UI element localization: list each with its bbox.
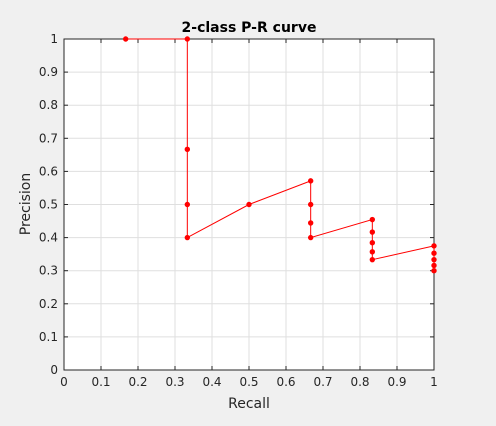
chart-title: 2-class P-R curve <box>182 20 317 36</box>
data-point <box>431 256 437 263</box>
x-tick-label: 0.6 <box>276 375 295 389</box>
data-point <box>369 216 376 223</box>
data-point <box>122 36 129 42</box>
data-point <box>431 250 437 256</box>
x-tick-label: 0.3 <box>165 375 184 389</box>
y-tick-label: 0.4 <box>39 231 58 245</box>
x-tick-label: 0.1 <box>91 375 110 389</box>
x-tick-label: 1 <box>430 375 438 389</box>
data-point <box>369 239 376 246</box>
axes <box>63 38 435 371</box>
axes-box <box>63 38 435 371</box>
y-tick-label: 0.9 <box>39 65 58 79</box>
x-tick-label: 0.5 <box>239 375 258 389</box>
data-point <box>184 234 191 241</box>
data-point <box>184 201 191 208</box>
y-tick-label: 0.3 <box>39 264 58 278</box>
data-point <box>431 268 437 274</box>
data-point <box>369 249 376 255</box>
y-tick-label: 0.8 <box>39 98 58 112</box>
y-axis-label: Precision <box>18 173 34 235</box>
y-tick-label: 0.6 <box>39 164 58 178</box>
data-point <box>307 234 314 241</box>
x-tick-label: 0.9 <box>387 375 406 389</box>
data-point <box>431 262 437 269</box>
data-point <box>246 201 252 208</box>
data-point <box>369 256 376 263</box>
y-tick-label: 0.1 <box>39 330 58 344</box>
data-point <box>184 36 191 42</box>
y-tick-label: 0.5 <box>39 198 58 212</box>
x-axis-label: Recall <box>228 396 270 412</box>
y-tick-label: 0 <box>50 363 58 377</box>
series-layer <box>122 36 437 274</box>
data-point <box>307 220 314 226</box>
y-tick-label: 0.2 <box>39 297 58 311</box>
data-point <box>307 178 314 184</box>
x-tick-labels: 0 0.1 0.2 0.3 0.4 0.5 0.6 0.7 0.8 0.9 1 <box>60 375 438 389</box>
y-tick-label: 0.7 <box>39 131 58 145</box>
y-tick-label: 1 <box>50 32 58 46</box>
data-point <box>369 229 376 235</box>
data-point <box>184 146 191 153</box>
data-point <box>431 243 437 249</box>
data-point <box>307 201 314 208</box>
x-tick-label: 0.7 <box>313 375 332 389</box>
x-tick-label: 0.2 <box>128 375 147 389</box>
y-tick-labels: 0 0.1 0.2 0.3 0.4 0.5 0.6 0.7 0.8 0.9 1 <box>39 32 58 377</box>
x-tick-label: 0.4 <box>202 375 221 389</box>
x-tick-label: 0.8 <box>350 375 369 389</box>
x-tick-label: 0 <box>60 375 68 389</box>
